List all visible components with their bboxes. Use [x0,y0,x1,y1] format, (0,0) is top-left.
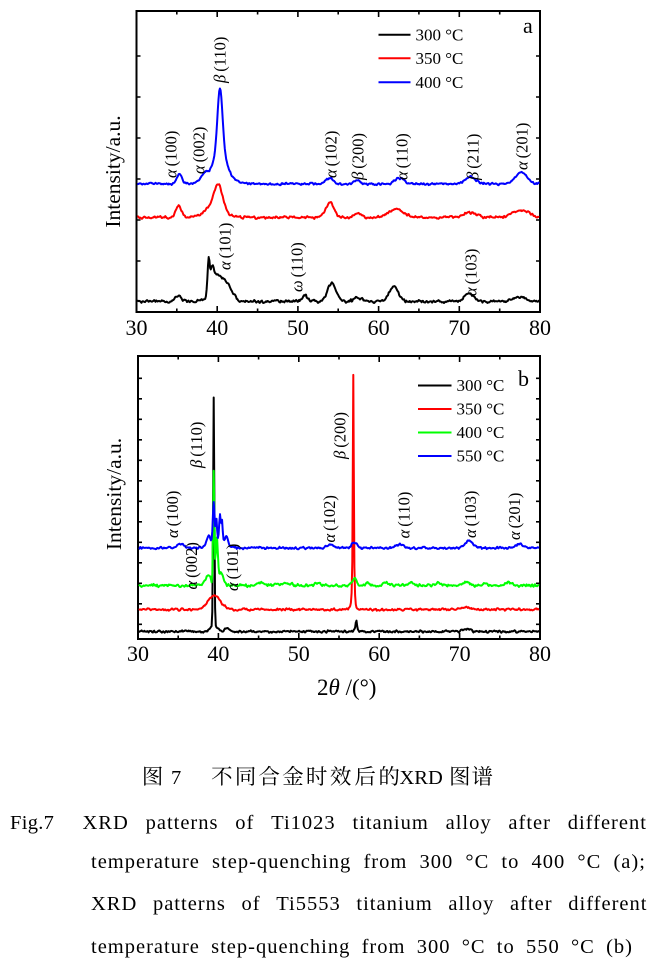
svg-text:300 °C: 300 °C [416,25,464,44]
svg-text:α(201): α(201) [513,123,532,170]
svg-text:α(102): α(102) [322,131,341,178]
svg-text:β(200): β(200) [331,412,350,460]
svg-text:α(103): α(103) [461,491,480,538]
svg-text:α(100): α(100) [162,131,181,178]
svg-text:β(110): β(110) [211,37,230,84]
svg-text:400 °C: 400 °C [457,423,505,442]
svg-text:β(211): β(211) [464,134,483,181]
svg-text:Intensity/a.u.: Intensity/a.u. [102,438,126,550]
svg-text:30: 30 [126,315,148,340]
svg-text:α(101): α(101) [223,544,242,591]
svg-text:550 °C: 550 °C [457,447,505,466]
svg-text:70: 70 [448,315,470,340]
svg-text:60: 60 [368,641,390,666]
svg-text:α(110): α(110) [395,492,414,539]
svg-text:α(002): α(002) [182,542,201,589]
svg-text:7: 7 [171,767,181,789]
svg-text:70: 70 [449,641,471,666]
svg-text:40: 40 [206,315,228,340]
svg-text:α(102): α(102) [320,495,339,542]
svg-text:β(110): β(110) [187,422,206,469]
svg-text:60: 60 [368,315,390,340]
svg-text:α(110): α(110) [393,133,412,180]
svg-text:a: a [523,13,533,38]
svg-text:30: 30 [127,641,149,666]
svg-text:2θ /(°): 2θ /(°) [317,675,376,700]
svg-text:50: 50 [288,641,310,666]
svg-text:80: 80 [529,641,551,666]
svg-text:80: 80 [529,315,551,340]
svg-text:α(002): α(002) [190,127,209,174]
svg-text:α(201): α(201) [505,493,524,540]
svg-text:50: 50 [287,315,309,340]
svg-text:350 °C: 350 °C [416,49,464,68]
svg-text:ω(110): ω(110) [288,242,307,292]
svg-text:α(103): α(103) [462,249,481,296]
svg-text:350 °C: 350 °C [457,400,505,419]
svg-text:β(200): β(200) [349,133,368,181]
svg-text:b: b [518,366,529,391]
svg-text:400 °C: 400 °C [416,73,464,92]
svg-text:α(100): α(100) [163,491,182,538]
svg-text:Intensity/a.u.: Intensity/a.u. [101,115,125,227]
svg-text:α(101): α(101) [216,223,235,270]
svg-text:40: 40 [207,641,229,666]
svg-text:XRD: XRD [400,767,443,789]
svg-text:300 °C: 300 °C [457,376,505,395]
